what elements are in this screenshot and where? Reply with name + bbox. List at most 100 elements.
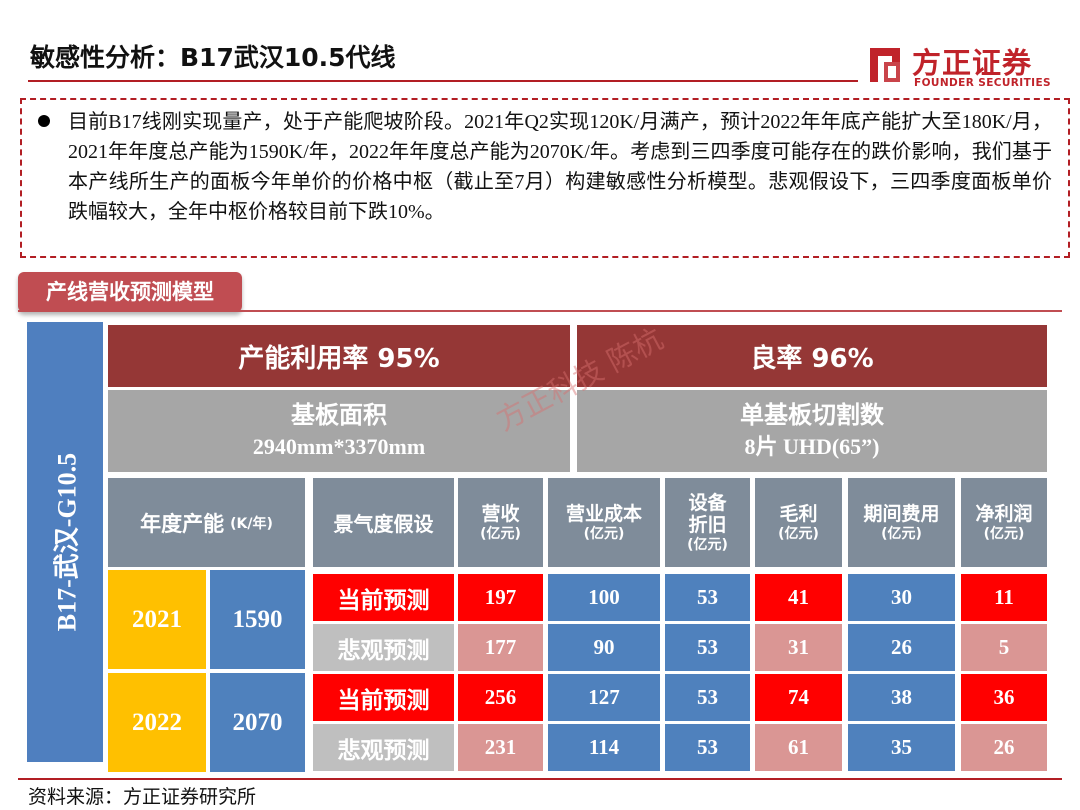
col-header-cost: 营业成本 (亿元) bbox=[548, 478, 660, 567]
substrate-area-header: 基板面积 2940mm*3370mm bbox=[108, 390, 570, 472]
col-header-capacity: 年度产能 (K/年) bbox=[108, 478, 305, 567]
net-profit-cell: 26 bbox=[961, 724, 1047, 771]
col-header-gross-profit-unit: (亿元) bbox=[778, 525, 819, 542]
page-title: 敏感性分析：B17武汉10.5代线 bbox=[30, 43, 396, 72]
col-header-cost-label: 营业成本 bbox=[565, 502, 642, 525]
expense-cell: 35 bbox=[848, 724, 955, 771]
logo-english-name: FOUNDER SECURITIES bbox=[914, 77, 1052, 89]
gross-profit-value: 41 bbox=[788, 585, 809, 609]
expense-value: 30 bbox=[891, 585, 912, 609]
depreciation-value: 53 bbox=[697, 685, 718, 709]
expense-value: 38 bbox=[891, 685, 912, 709]
revenue-cell: 197 bbox=[458, 574, 543, 621]
depreciation-value: 53 bbox=[697, 735, 718, 759]
cost-cell: 127 bbox=[548, 674, 660, 721]
col-header-revenue-unit: (亿元) bbox=[480, 525, 521, 542]
gross-profit-value: 31 bbox=[788, 635, 809, 659]
gross-profit-value: 61 bbox=[788, 735, 809, 759]
depreciation-cell: 53 bbox=[665, 724, 750, 771]
cost-value: 90 bbox=[593, 635, 615, 659]
cost-value: 127 bbox=[588, 685, 620, 709]
scenario-label: 当前预测 bbox=[337, 587, 430, 614]
scenario-label: 悲观预测 bbox=[337, 637, 430, 664]
cost-value: 100 bbox=[588, 585, 620, 609]
scenario-pessimistic: 悲观预测 bbox=[313, 624, 454, 671]
revenue-cell: 177 bbox=[458, 624, 543, 671]
gross-profit-cell: 31 bbox=[755, 624, 842, 671]
company-logo: 方正证券 FOUNDER SECURITIES bbox=[866, 40, 1056, 90]
net-profit-cell: 11 bbox=[961, 574, 1047, 621]
cuts-per-substrate-title: 单基板切割数 bbox=[740, 401, 884, 429]
depreciation-value: 53 bbox=[697, 585, 718, 609]
capacity-cell: 2070 bbox=[210, 673, 305, 772]
depreciation-cell: 53 bbox=[665, 574, 750, 621]
production-line-text: B17-武汉-G10.5 bbox=[52, 452, 82, 632]
gross-profit-cell: 41 bbox=[755, 574, 842, 621]
cost-value: 114 bbox=[588, 735, 620, 759]
net-profit-value: 26 bbox=[993, 735, 1015, 759]
col-header-expense-label: 期间费用 bbox=[863, 502, 940, 525]
founder-logo-icon bbox=[870, 48, 900, 82]
cuts-per-substrate-header: 单基板切割数 8片 UHD(65”) bbox=[577, 390, 1047, 472]
yield-text: 良率 96% bbox=[750, 343, 874, 374]
title-divider bbox=[28, 80, 858, 82]
gross-profit-value: 74 bbox=[788, 685, 809, 709]
col-header-gross-profit: 毛利 (亿元) bbox=[755, 478, 842, 567]
scenario-current: 当前预测 bbox=[313, 674, 454, 721]
col-header-gross-profit-label: 毛利 bbox=[779, 502, 818, 525]
col-header-expense-unit: (亿元) bbox=[881, 525, 922, 542]
col-header-scenario-label: 景气度假设 bbox=[333, 512, 434, 536]
section-label: 产线营收预测模型 bbox=[18, 272, 242, 312]
scenario-label: 当前预测 bbox=[337, 687, 430, 714]
summary-box: 目前B17线刚实现量产，处于产能爬坡阶段。2021年Q2实现120K/月满产，预… bbox=[20, 98, 1070, 258]
revenue-cell: 256 bbox=[458, 674, 543, 721]
year-cell: 2022 bbox=[108, 673, 206, 772]
net-profit-value: 5 bbox=[998, 635, 1010, 659]
substrate-area-title: 基板面积 bbox=[291, 401, 387, 429]
net-profit-value: 36 bbox=[993, 685, 1015, 709]
expense-value: 35 bbox=[891, 735, 912, 759]
expense-value: 26 bbox=[891, 635, 912, 659]
cost-cell: 100 bbox=[548, 574, 660, 621]
col-header-net-profit-unit: (亿元) bbox=[983, 525, 1025, 542]
col-header-revenue: 营收 (亿元) bbox=[458, 478, 543, 567]
summary-text: 目前B17线刚实现量产，处于产能爬坡阶段。2021年Q2实现120K/月满产，预… bbox=[68, 111, 1052, 223]
expense-cell: 30 bbox=[848, 574, 955, 621]
utilization-header: 产能利用率 95% bbox=[108, 325, 570, 387]
section-divider bbox=[18, 310, 1062, 312]
net-profit-cell: 5 bbox=[961, 624, 1047, 671]
year-value: 2021 bbox=[132, 605, 182, 633]
production-line-label: B17-武汉-G10.5 bbox=[27, 322, 103, 762]
footer-divider bbox=[18, 778, 1062, 780]
net-profit-value: 11 bbox=[994, 585, 1014, 609]
depreciation-cell: 53 bbox=[665, 674, 750, 721]
logo-chinese-name: 方正证券 bbox=[912, 46, 1033, 80]
net-profit-cell: 36 bbox=[961, 674, 1047, 721]
scenario-label: 悲观预测 bbox=[337, 737, 430, 764]
yield-header: 良率 96% bbox=[577, 325, 1047, 387]
capacity-value: 2070 bbox=[232, 708, 283, 736]
capacity-cell: 1590 bbox=[210, 570, 305, 669]
utilization-text: 产能利用率 95% bbox=[238, 343, 440, 374]
year-value: 2022 bbox=[132, 708, 182, 736]
col-header-depreciation: 设备 折旧 (亿元) bbox=[665, 478, 750, 567]
col-header-net-profit-label: 净利润 bbox=[975, 502, 1033, 525]
expense-cell: 38 bbox=[848, 674, 955, 721]
col-header-capacity-label: 年度产能 bbox=[140, 511, 225, 536]
col-header-depreciation-label-1: 设备 bbox=[688, 491, 727, 514]
col-header-depreciation-label-2: 折旧 bbox=[688, 513, 727, 536]
depreciation-value: 53 bbox=[697, 635, 718, 659]
scenario-pessimistic: 悲观预测 bbox=[313, 724, 454, 771]
col-header-net-profit: 净利润 (亿元) bbox=[961, 478, 1047, 567]
gross-profit-cell: 61 bbox=[755, 724, 842, 771]
revenue-value: 231 bbox=[484, 735, 517, 759]
col-header-revenue-label: 营收 bbox=[481, 502, 520, 525]
bullet-icon bbox=[38, 115, 50, 127]
revenue-value: 197 bbox=[484, 585, 517, 609]
col-header-expense: 期间费用 (亿元) bbox=[848, 478, 955, 567]
substrate-area-value: 2940mm*3370mm bbox=[252, 434, 426, 459]
source-note: 资料来源：方正证券研究所 bbox=[28, 786, 257, 808]
expense-cell: 26 bbox=[848, 624, 955, 671]
revenue-value: 256 bbox=[484, 685, 517, 709]
gross-profit-cell: 74 bbox=[755, 674, 842, 721]
